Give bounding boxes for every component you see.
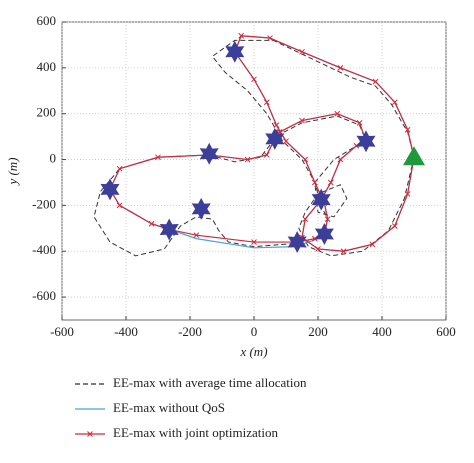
trajectory-marker bbox=[311, 179, 318, 186]
y-tick-label: 0 bbox=[50, 151, 57, 166]
trajectory-marker bbox=[116, 165, 123, 172]
plot-frame bbox=[61, 21, 447, 321]
user-star bbox=[314, 223, 334, 246]
trajectory-marker bbox=[311, 235, 318, 242]
trajectory-marker bbox=[193, 232, 200, 239]
x-tick-label: -200 bbox=[178, 324, 202, 339]
trajectory-marker bbox=[263, 152, 270, 158]
user-star bbox=[265, 127, 285, 150]
user-star bbox=[311, 188, 331, 211]
trajectory-marker bbox=[337, 64, 344, 71]
trajectory-marker bbox=[283, 138, 289, 145]
y-tick-label: 600 bbox=[37, 13, 57, 28]
trajectory-marker bbox=[369, 241, 376, 248]
trajectory-line bbox=[93, 39, 415, 257]
trajectory-marker bbox=[251, 76, 257, 83]
trajectory-marker bbox=[391, 99, 398, 106]
legend-label: EE-max with average time allocation bbox=[113, 375, 307, 390]
x-axis-label: x (m) bbox=[239, 344, 267, 359]
trajectory-marker bbox=[267, 35, 273, 41]
x-tick-label: 0 bbox=[251, 324, 258, 339]
y-tick-label: 200 bbox=[37, 105, 57, 120]
x-tick-label: -600 bbox=[50, 324, 74, 339]
user-star bbox=[100, 178, 120, 201]
y-tick-label: 400 bbox=[37, 59, 57, 74]
trajectory-marker bbox=[299, 48, 305, 55]
trajectory-marker bbox=[372, 78, 379, 85]
y-tick-label: -400 bbox=[32, 242, 56, 257]
trajectory-marker bbox=[334, 110, 341, 117]
x-tick-label: 200 bbox=[308, 324, 328, 339]
legend-marker bbox=[87, 431, 93, 437]
legend-label: EE-max with joint optimization bbox=[113, 425, 279, 440]
trajectory-marker bbox=[353, 142, 360, 149]
user-star bbox=[225, 40, 245, 63]
user-star bbox=[356, 130, 376, 153]
base-station bbox=[403, 146, 425, 166]
trajectory-marker bbox=[324, 216, 331, 222]
trajectory-marker bbox=[116, 202, 123, 209]
user-star bbox=[287, 231, 307, 254]
legend-label: EE-max without QoS bbox=[113, 400, 225, 415]
trajectory-marker bbox=[356, 120, 363, 126]
trajectory-marker bbox=[302, 156, 309, 163]
y-axis-label: y (m) bbox=[5, 157, 20, 186]
trajectory-marker bbox=[337, 156, 344, 163]
x-tick-label: -400 bbox=[114, 324, 138, 339]
trajectory-marker bbox=[155, 154, 161, 161]
trajectory-marker bbox=[263, 99, 270, 106]
trajectory-marker bbox=[148, 220, 155, 227]
trajectory-marker bbox=[391, 223, 398, 229]
trajectory-marker bbox=[302, 216, 309, 222]
user-star bbox=[191, 197, 211, 220]
trajectory-marker bbox=[244, 156, 251, 163]
trajectory-marker bbox=[238, 32, 245, 39]
user-star bbox=[199, 142, 219, 165]
x-tick-label: 600 bbox=[436, 324, 456, 339]
trajectory-marker bbox=[404, 191, 411, 197]
trajectory-marker bbox=[251, 239, 257, 245]
trajectory-marker bbox=[327, 179, 334, 186]
trajectory-marker bbox=[340, 248, 347, 255]
user-star bbox=[159, 218, 179, 241]
y-tick-label: -200 bbox=[32, 196, 56, 211]
x-tick-label: 400 bbox=[372, 324, 392, 339]
trajectory-marker bbox=[404, 126, 411, 133]
trajectory-marker bbox=[273, 122, 280, 129]
trajectory-marker bbox=[315, 246, 321, 252]
trajectory-marker bbox=[299, 117, 305, 124]
y-tick-label: -600 bbox=[32, 288, 56, 303]
